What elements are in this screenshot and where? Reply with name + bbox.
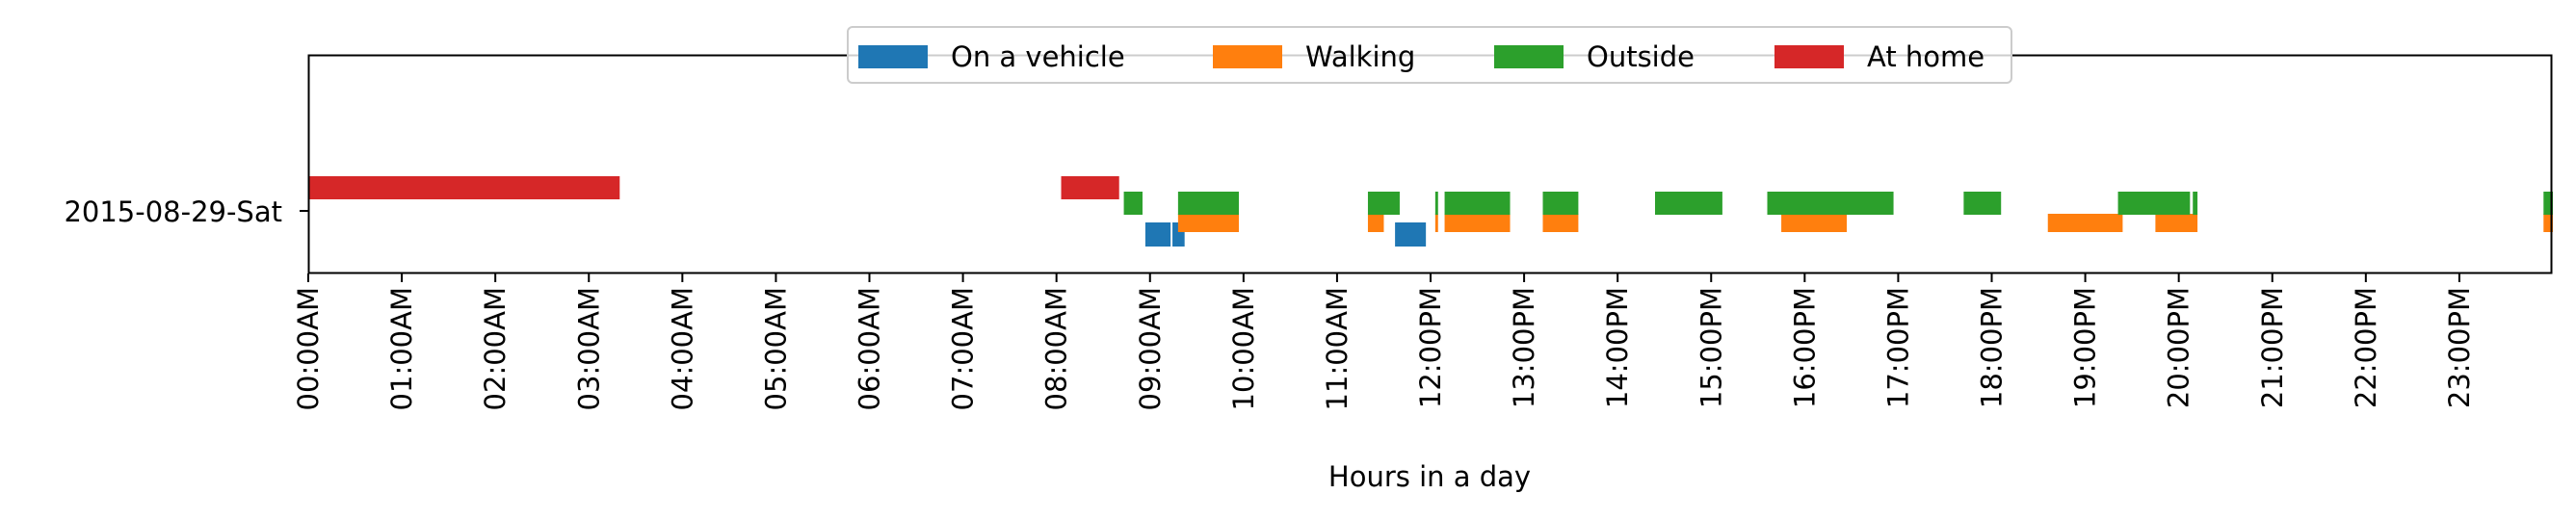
x-tick-label: 00:00AM bbox=[292, 287, 325, 410]
bar-outside bbox=[1434, 192, 1438, 215]
bar-at-home bbox=[1061, 176, 1119, 199]
bar-walking bbox=[2543, 214, 2553, 232]
x-tick-label: 07:00AM bbox=[947, 287, 980, 410]
x-tick-label: 15:00PM bbox=[1695, 287, 1727, 408]
bar-on-a-vehicle bbox=[1395, 222, 1427, 247]
bar-outside bbox=[2193, 192, 2198, 215]
x-tick-label: 05:00AM bbox=[759, 287, 792, 410]
legend: On a vehicle Walking Outside At home bbox=[847, 26, 2012, 84]
legend-label: Outside bbox=[1587, 40, 1695, 73]
bar-walking bbox=[2155, 214, 2198, 232]
bar-on-a-vehicle bbox=[1144, 222, 1171, 247]
bar-outside bbox=[1963, 192, 2002, 215]
legend-swatch bbox=[1494, 45, 1564, 68]
y-axis: 2015-08-29-Sat bbox=[64, 195, 308, 228]
x-tick-label: 06:00AM bbox=[854, 287, 886, 410]
x-axis-label: Hours in a day bbox=[1328, 460, 1531, 493]
bar-outside bbox=[1542, 192, 1579, 215]
x-tick-label: 23:00PM bbox=[2443, 287, 2476, 408]
plot-frame bbox=[307, 54, 2553, 274]
x-tick-label: 13:00PM bbox=[1508, 287, 1540, 408]
bar-walking bbox=[1542, 214, 1579, 232]
legend-swatch bbox=[1774, 45, 1844, 68]
y-tick-label: 2015-08-29-Sat bbox=[64, 195, 282, 228]
legend-label: On a vehicle bbox=[951, 40, 1125, 73]
bar-outside bbox=[2543, 192, 2553, 215]
bar-outside bbox=[1123, 192, 1143, 215]
bar-walking bbox=[1781, 214, 1848, 232]
bar-walking bbox=[1444, 214, 1511, 232]
x-tick-label: 03:00AM bbox=[572, 287, 605, 410]
legend-frame bbox=[847, 26, 2012, 84]
legend-swatch bbox=[858, 45, 928, 68]
bar-outside bbox=[1767, 192, 1894, 215]
legend-label: At home bbox=[1867, 40, 1985, 73]
x-tick-label: 22:00PM bbox=[2350, 287, 2382, 408]
x-tick-label: 10:00AM bbox=[1227, 287, 1260, 410]
x-tick-label: 16:00PM bbox=[1788, 287, 1821, 408]
bar-outside bbox=[2117, 192, 2191, 215]
x-tick-label: 20:00PM bbox=[2163, 287, 2195, 408]
bar-walking bbox=[1434, 214, 1438, 232]
bar-walking bbox=[1367, 214, 1384, 232]
bar-outside bbox=[1367, 192, 1400, 215]
x-tick-label: 21:00PM bbox=[2256, 287, 2289, 408]
x-tick-label: 02:00AM bbox=[479, 287, 512, 410]
x-tick-label: 12:00PM bbox=[1414, 287, 1447, 408]
x-tick-label: 04:00AM bbox=[666, 287, 698, 410]
x-tick-label: 14:00PM bbox=[1601, 287, 1634, 408]
bar-at-home bbox=[308, 176, 620, 199]
x-tick-label: 17:00PM bbox=[1881, 287, 1914, 408]
x-tick-label: 09:00AM bbox=[1134, 287, 1167, 410]
x-tick-label: 01:00AM bbox=[385, 287, 418, 410]
x-tick-label: 19:00PM bbox=[2069, 287, 2102, 408]
x-axis: 00:00AM 01:00AM 02:00AM 03:00AM 04:00AM 05:00… bbox=[292, 273, 2476, 410]
bars-layer bbox=[308, 176, 2553, 247]
x-tick-label: 18:00PM bbox=[1976, 287, 2009, 408]
bar-walking bbox=[1177, 214, 1239, 232]
bar-walking bbox=[2047, 214, 2123, 232]
x-tick-label: 08:00AM bbox=[1040, 287, 1073, 410]
bar-outside bbox=[1177, 192, 1239, 215]
legend-swatch bbox=[1213, 45, 1282, 68]
x-tick-label: 11:00AM bbox=[1321, 287, 1354, 410]
bar-outside bbox=[1655, 192, 1722, 215]
legend-label: Walking bbox=[1305, 40, 1415, 73]
bar-outside bbox=[1444, 192, 1511, 215]
